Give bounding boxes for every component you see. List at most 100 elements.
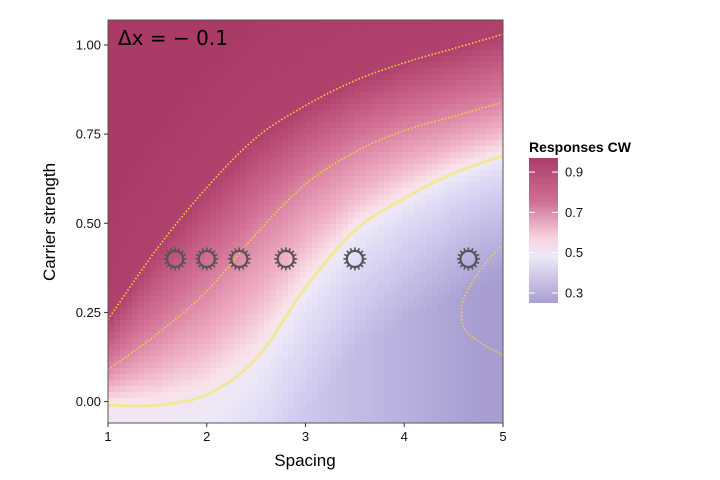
- heatmap-cell: [474, 302, 481, 309]
- heatmap-cell: [408, 158, 415, 165]
- heatmap-cell: [120, 80, 127, 87]
- heatmap-cell: [246, 218, 253, 225]
- heatmap-cell: [336, 26, 343, 33]
- heatmap-cell: [336, 74, 343, 81]
- heatmap-cell: [240, 116, 247, 123]
- heatmap-cell: [198, 104, 205, 111]
- heatmap-cell: [444, 38, 451, 45]
- heatmap-cell: [228, 392, 235, 399]
- heatmap-cell: [120, 134, 127, 141]
- heatmap-cell: [252, 26, 259, 33]
- heatmap-cell: [414, 146, 421, 153]
- heatmap-cell: [462, 350, 469, 357]
- heatmap-cell: [498, 44, 503, 51]
- heatmap-cell: [492, 182, 499, 189]
- heatmap-cell: [324, 26, 331, 33]
- heatmap-cell: [456, 158, 463, 165]
- heatmap-cell: [438, 20, 445, 27]
- heatmap-cell: [360, 380, 367, 387]
- heatmap-cell: [234, 140, 241, 147]
- heatmap-cell: [120, 332, 127, 339]
- heatmap-cell: [462, 398, 469, 405]
- heatmap-cell: [330, 398, 337, 405]
- heatmap-cell: [144, 398, 151, 405]
- heatmap-cell: [228, 86, 235, 93]
- heatmap-cell: [408, 350, 415, 357]
- heatmap-cell: [228, 350, 235, 357]
- heatmap-cell: [366, 26, 373, 33]
- heatmap-cell: [252, 32, 259, 39]
- heatmap-cell: [252, 398, 259, 405]
- heatmap-cell: [390, 416, 397, 423]
- heatmap-cell: [300, 254, 307, 261]
- heatmap-cell: [324, 404, 331, 411]
- heatmap-cell: [384, 200, 391, 207]
- heatmap-cell: [234, 404, 241, 411]
- heatmap-cell: [126, 344, 133, 351]
- heatmap-cell: [402, 80, 409, 87]
- heatmap-cell: [402, 302, 409, 309]
- heatmap-cell: [354, 404, 361, 411]
- heatmap-cell: [252, 92, 259, 99]
- heatmap-cell: [282, 170, 289, 177]
- heatmap-cell: [438, 350, 445, 357]
- heatmap-cell: [306, 122, 313, 129]
- heatmap-cell: [354, 56, 361, 63]
- heatmap-cell: [246, 200, 253, 207]
- heatmap-cell: [480, 98, 487, 105]
- heatmap-cell: [210, 68, 217, 75]
- heatmap-cell: [474, 386, 481, 393]
- heatmap-cell: [282, 362, 289, 369]
- heatmap-cell: [198, 164, 205, 171]
- heatmap-cell: [162, 182, 169, 189]
- heatmap-cell: [234, 236, 241, 243]
- heatmap-cell: [492, 50, 499, 57]
- heatmap-cell: [246, 326, 253, 333]
- heatmap-cell: [300, 176, 307, 183]
- heatmap-cell: [132, 356, 139, 363]
- heatmap-cell: [336, 32, 343, 39]
- heatmap-cell: [126, 182, 133, 189]
- heatmap-cell: [378, 362, 385, 369]
- heatmap-cell: [408, 224, 415, 231]
- heatmap-cell: [396, 410, 403, 417]
- heatmap-cell: [468, 170, 475, 177]
- heatmap-cell: [450, 398, 457, 405]
- heatmap-cell: [372, 104, 379, 111]
- heatmap-cell: [240, 392, 247, 399]
- heatmap-cell: [276, 20, 283, 27]
- heatmap-cell: [420, 308, 427, 315]
- heatmap-cell: [300, 386, 307, 393]
- heatmap-cell: [288, 320, 295, 327]
- heatmap-cell: [138, 392, 145, 399]
- heatmap-cell: [162, 218, 169, 225]
- heatmap-cell: [408, 188, 415, 195]
- heatmap-cell: [204, 350, 211, 357]
- heatmap-cell: [378, 386, 385, 393]
- heatmap-cell: [498, 170, 503, 177]
- heatmap-cell: [492, 212, 499, 219]
- heatmap-cell: [192, 146, 199, 153]
- heatmap-cell: [252, 290, 259, 297]
- heatmap-cell: [114, 410, 121, 417]
- heatmap-cell: [354, 338, 361, 345]
- heatmap-cell: [222, 392, 229, 399]
- heatmap-cell: [192, 398, 199, 405]
- heatmap-cell: [198, 320, 205, 327]
- heatmap-cell: [348, 362, 355, 369]
- heatmap-cell: [468, 26, 475, 33]
- heatmap-cell: [264, 140, 271, 147]
- heatmap-cell: [252, 338, 259, 345]
- heatmap-cell: [306, 404, 313, 411]
- heatmap-cell: [486, 284, 493, 291]
- heatmap-cell: [156, 152, 163, 159]
- heatmap-cell: [252, 410, 259, 417]
- heatmap-cell: [402, 290, 409, 297]
- heatmap-cell: [414, 374, 421, 381]
- heatmap-cell: [282, 230, 289, 237]
- heatmap-cell: [270, 134, 277, 141]
- heatmap-cell: [492, 104, 499, 111]
- heatmap-cell: [366, 404, 373, 411]
- heatmap-cell: [360, 44, 367, 51]
- heatmap-cell: [204, 242, 211, 249]
